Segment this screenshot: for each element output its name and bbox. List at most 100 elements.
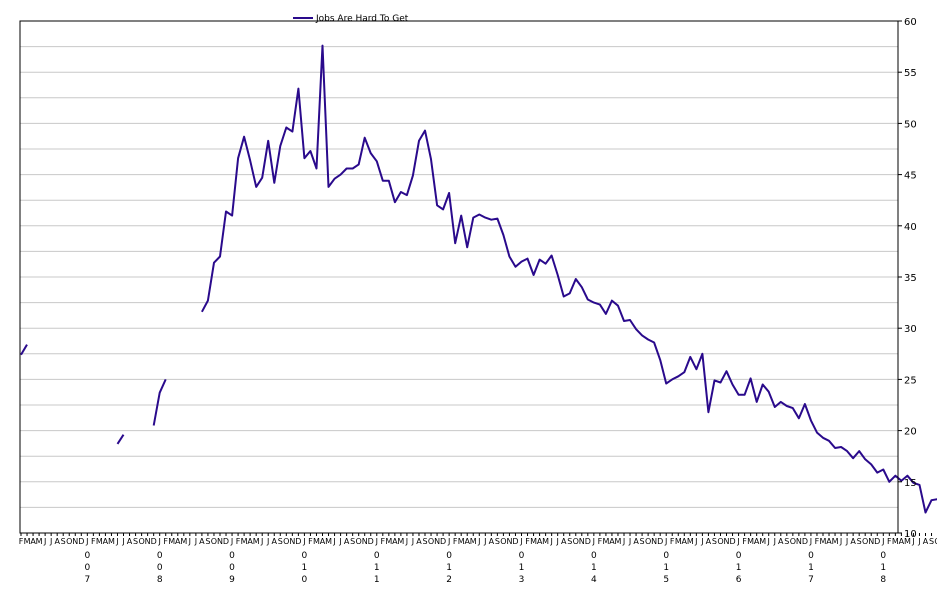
x-tick-label: A [320, 537, 326, 546]
x-tick-label: J [622, 537, 625, 546]
x-tick-label: A [464, 537, 470, 546]
series-line [20, 344, 28, 356]
x-tick-label: J [592, 537, 595, 546]
x-tick-label: F [887, 537, 892, 546]
x-tick-label: F [598, 537, 603, 546]
x-tick-label: M [24, 537, 31, 546]
x-tick-label: O [138, 537, 144, 546]
x-tick-label: A [561, 537, 567, 546]
x-tick-label: O [500, 537, 506, 546]
year-label: 1 [374, 575, 380, 585]
series-line [116, 434, 125, 445]
x-tick-label: J [405, 537, 408, 546]
year-label: 1 [880, 563, 886, 573]
x-tick-label: M [180, 537, 187, 546]
x-tick-label: J [375, 537, 378, 546]
x-tick-label: F [670, 537, 675, 546]
x-tick-label: M [325, 537, 332, 546]
y-tick-label: 60 [904, 17, 917, 28]
x-tick-label: D [657, 537, 663, 546]
x-tick-label: S [495, 537, 500, 546]
x-tick-label: J [447, 537, 450, 546]
x-tick-label: M [687, 537, 694, 546]
y-tick-label: 40 [904, 222, 917, 233]
x-tick-label: A [30, 537, 36, 546]
y-tick-label: 50 [904, 119, 917, 130]
x-tick-label: M [36, 537, 43, 546]
x-tick-label: S [640, 537, 645, 546]
x-tick-label: N [362, 537, 368, 546]
x-tick-label: J [767, 537, 770, 546]
x-tick-label: O [862, 537, 868, 546]
x-tick-label: J [302, 537, 305, 546]
x-tick-label: S [857, 537, 862, 546]
x-tick-label: O [356, 537, 362, 546]
x-tick-label: M [832, 537, 839, 546]
year-label: 3 [519, 575, 525, 585]
year-label: 0 [84, 551, 90, 561]
year-label: 5 [663, 575, 669, 585]
year-label: 0 [808, 551, 814, 561]
x-tick-label: M [542, 537, 549, 546]
x-tick-label: A [537, 537, 543, 546]
year-label: 0 [302, 575, 308, 585]
y-tick-label: 20 [904, 427, 917, 438]
x-tick-label: J [845, 537, 848, 546]
x-tick-label: M [759, 537, 766, 546]
year-label: 1 [591, 563, 597, 573]
x-tick-label: A [175, 537, 181, 546]
y-tick-label: 10 [904, 529, 917, 540]
series-lines [20, 44, 937, 514]
x-tick-label: D [802, 537, 808, 546]
x-tick-label: O [790, 537, 796, 546]
x-tick-label: D [295, 537, 301, 546]
x-tick-label: J [549, 537, 552, 546]
x-tick-label: M [530, 537, 537, 546]
x-tick-label: M [168, 537, 175, 546]
year-label: 1 [736, 563, 742, 573]
x-tick-label: D [512, 537, 518, 546]
y-tick-label: 25 [904, 375, 917, 386]
x-tick-label: D [874, 537, 880, 546]
y-axis: 10 15 20 25 30 35 40 45 50 55 60 [898, 17, 917, 540]
x-tick-label: J [49, 537, 52, 546]
x-tick-label: A [344, 537, 350, 546]
x-tick-label: S [567, 537, 572, 546]
year-label: 0 [736, 551, 742, 561]
year-label: 0 [302, 551, 308, 561]
x-tick-label: F [453, 537, 458, 546]
x-tick-label: A [706, 537, 712, 546]
x-tick-label: N [868, 537, 874, 546]
x-tick-label: O [645, 537, 651, 546]
year-label: 0 [229, 551, 235, 561]
x-tick-label: J [121, 537, 124, 546]
x-tick-label: N [434, 537, 440, 546]
x-tick-label: F [19, 537, 24, 546]
x-tick-label: M [675, 537, 682, 546]
x-tick-label: D [78, 537, 84, 546]
x-tick-label: N [72, 537, 78, 546]
year-label: 4 [591, 575, 597, 585]
x-tick-label: S [350, 537, 355, 546]
x-tick-label: D [368, 537, 374, 546]
x-tick-label: J [477, 537, 480, 546]
x-tick-label: N [724, 537, 730, 546]
gridlines [20, 20, 898, 534]
x-tick-label: N [579, 537, 585, 546]
x-tick-label: D [729, 537, 735, 546]
year-label: 0 [591, 551, 597, 561]
x-tick-label: O [428, 537, 434, 546]
x-tick-label: J [483, 537, 486, 546]
x-tick-label: F [380, 537, 385, 546]
x-tick-label: A [754, 537, 760, 546]
legend-label: Jobs Are Hard To Get [315, 14, 409, 24]
x-tick-label: M [470, 537, 477, 546]
x-tick-label: J [43, 537, 46, 546]
x-tick-label: M [313, 537, 320, 546]
x-tick-label: F [815, 537, 820, 546]
x-tick-label: M [385, 537, 392, 546]
x-tick-label: S [133, 537, 138, 546]
x-tick-label: J [911, 537, 914, 546]
